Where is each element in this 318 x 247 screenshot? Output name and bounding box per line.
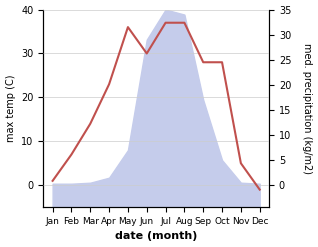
X-axis label: date (month): date (month) (115, 231, 197, 242)
Y-axis label: max temp (C): max temp (C) (5, 75, 16, 142)
Y-axis label: med. precipitation (kg/m2): med. precipitation (kg/m2) (302, 43, 313, 174)
